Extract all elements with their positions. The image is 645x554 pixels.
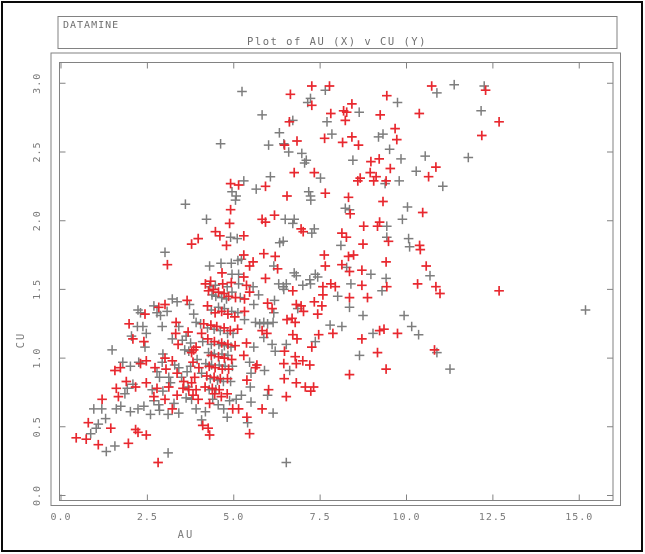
plot-frame: [59, 62, 614, 501]
y-tick-label: 0.5: [32, 416, 43, 437]
x-tick-label: 2.5: [137, 512, 158, 523]
x-tick-label: 15.0: [565, 512, 593, 523]
y-axis-tick-labels: 0.0 0.5 1.0 1.5 2.0 2.5 3.0: [32, 73, 43, 506]
x-axis-tick-labels: 0.0 2.5 5.0 7.5 10.0 12.5 15.0: [50, 512, 593, 523]
scatter-series-red: [71, 81, 504, 468]
app-label: DATAMINE: [63, 20, 119, 31]
x-tick-label: 12.5: [479, 512, 507, 523]
x-axis-label: AU: [178, 529, 195, 541]
y-tick-label: 1.0: [32, 348, 43, 369]
y-tick-label: 2.0: [32, 210, 43, 231]
x-tick-label: 0.0: [50, 512, 71, 523]
plot-title: Plot of AU (X) v CU (Y): [247, 36, 427, 48]
y-tick-label: 0.0: [32, 485, 43, 506]
x-tick-label: 10.0: [392, 512, 420, 523]
x-tick-label: 5.0: [223, 512, 244, 523]
plot-outer-box: [50, 52, 621, 506]
x-tick-label: 7.5: [310, 512, 331, 523]
header-box: [57, 16, 618, 49]
scatter-series-grey: [85, 79, 591, 468]
y-tick-label: 3.0: [32, 73, 43, 94]
y-tick-label: 2.5: [32, 141, 43, 162]
axis-tick-marks: [59, 62, 613, 501]
y-axis-label: CU: [15, 332, 27, 349]
y-tick-label: 1.5: [32, 279, 43, 300]
